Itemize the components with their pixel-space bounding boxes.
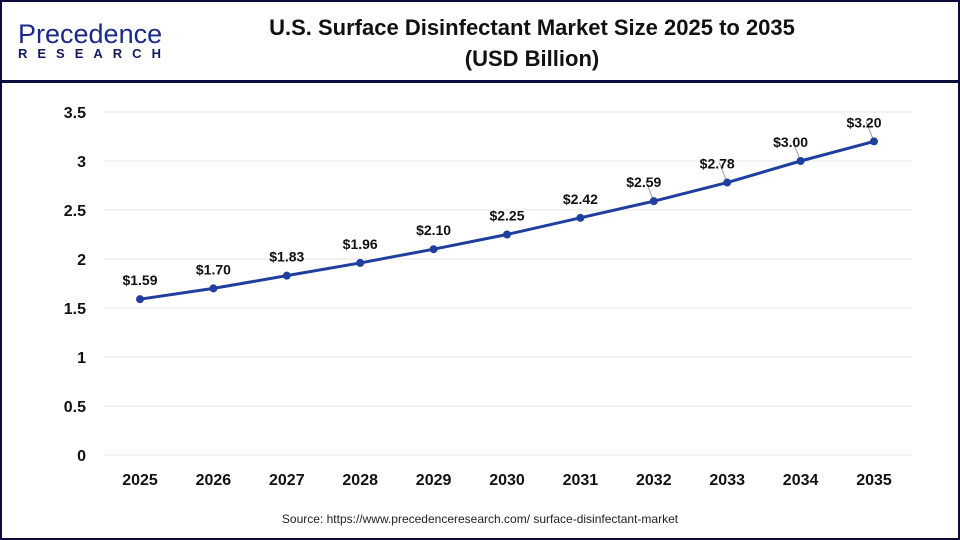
- x-tick-label: 2034: [783, 472, 819, 489]
- data-point: [356, 258, 365, 267]
- header: Precedence RESEARCH U.S. Surface Disinfe…: [2, 2, 958, 83]
- x-tick-label: 2028: [342, 472, 378, 489]
- y-tick-label: 2: [77, 252, 86, 269]
- data-label: $2.25: [489, 208, 524, 224]
- title-line-2: (USD Billion): [464, 46, 600, 71]
- x-tick-label: 2033: [709, 472, 745, 489]
- logo: Precedence RESEARCH: [18, 20, 171, 61]
- data-label: $1.59: [122, 272, 157, 288]
- data-point: [503, 230, 511, 239]
- data-point: [136, 295, 144, 304]
- data-point: [576, 213, 585, 222]
- title-line-1: U.S. Surface Disinfectant Market Size 20…: [269, 15, 795, 40]
- data-point: [209, 284, 218, 293]
- data-label: $2.59: [626, 174, 661, 190]
- data-label: $1.96: [343, 236, 378, 252]
- x-tick-label: 2029: [416, 472, 452, 489]
- source-note: Source: https://www.precedenceresearch.c…: [281, 512, 679, 526]
- y-tick-label: 1: [77, 350, 86, 367]
- data-point: [870, 137, 878, 146]
- logo-wordmark: Precedence: [18, 19, 163, 49]
- x-tick-label: 2032: [636, 472, 672, 489]
- y-tick-label: 0: [77, 448, 86, 465]
- data-label: $1.70: [196, 261, 231, 277]
- y-tick-label: 0.5: [64, 399, 86, 416]
- data-point: [429, 245, 438, 254]
- data-label: $1.83: [269, 249, 304, 265]
- data-point: [282, 271, 291, 280]
- data-point: [649, 197, 658, 206]
- data-label: $3.00: [773, 134, 808, 150]
- x-tick-label: 2025: [122, 472, 158, 489]
- data-label: $2.78: [700, 156, 735, 172]
- x-tick-label: 2030: [489, 472, 525, 489]
- data-label: $3.20: [846, 114, 881, 130]
- logo-subtitle: RESEARCH: [18, 46, 171, 61]
- data-label: $2.42: [563, 191, 598, 207]
- x-tick-label: 2026: [196, 472, 232, 489]
- chart-title: U.S. Surface Disinfectant Market Size 20…: [242, 12, 822, 74]
- data-label: $2.10: [416, 222, 451, 238]
- y-tick-label: 1.5: [64, 301, 86, 318]
- y-tick-label: 2.5: [64, 203, 86, 220]
- data-point: [796, 157, 805, 165]
- y-tick-label: 3.5: [64, 105, 86, 122]
- x-tick-label: 2035: [856, 472, 892, 489]
- x-tick-label: 2031: [563, 472, 599, 489]
- y-tick-label: 3: [77, 154, 86, 171]
- data-point: [723, 178, 732, 187]
- x-tick-label: 2027: [269, 472, 305, 489]
